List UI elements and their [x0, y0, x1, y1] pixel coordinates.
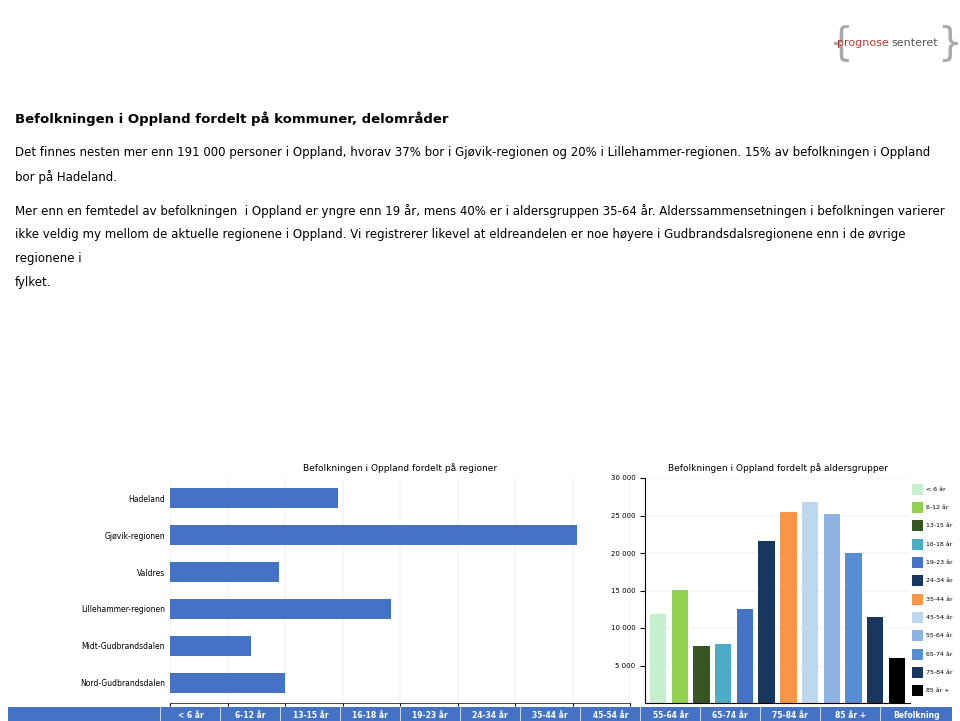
Text: 55-64 år: 55-64 år [653, 711, 688, 720]
Bar [760, 707, 820, 721]
Bar [8, 707, 160, 721]
Text: 24-34 år: 24-34 år [472, 711, 508, 720]
Bar [912, 667, 924, 678]
Text: prognose: prognose [837, 38, 889, 48]
Text: 45-54 år: 45-54 år [592, 711, 628, 720]
Bar [580, 707, 640, 721]
Bar [693, 645, 709, 703]
Bar [400, 707, 461, 721]
Text: 6-12 år: 6-12 år [235, 711, 266, 720]
Bar [341, 707, 400, 721]
Bar [912, 612, 924, 623]
Bar [170, 525, 578, 545]
Text: senteret: senteret [891, 38, 938, 48]
Bar [170, 562, 278, 583]
Bar [736, 609, 753, 703]
Bar [824, 514, 840, 703]
Bar [780, 512, 797, 703]
Bar [880, 707, 952, 721]
Bar [700, 707, 760, 721]
Bar [520, 707, 580, 721]
Text: Befolkning: Befolkning [893, 711, 940, 720]
Text: bor på Hadeland.: bor på Hadeland. [15, 170, 117, 185]
Bar [221, 707, 280, 721]
Bar [758, 541, 775, 703]
Text: 19-23 år: 19-23 år [926, 560, 953, 565]
Text: 65-74 år: 65-74 år [712, 711, 748, 720]
Text: < 6 år: < 6 år [926, 487, 946, 492]
Text: 55-64 år: 55-64 år [926, 633, 952, 638]
Text: 75-84 år: 75-84 år [772, 711, 808, 720]
Bar [912, 575, 924, 586]
Text: }: } [937, 25, 960, 63]
Text: fylket.: fylket. [15, 275, 52, 288]
Bar [846, 552, 862, 703]
Bar [170, 488, 338, 508]
Text: regionene i: regionene i [15, 252, 82, 265]
Bar [867, 616, 883, 703]
Text: 75-84 år: 75-84 år [926, 670, 953, 675]
Text: Befolkningen i Oppland fordelt på kommuner, delområder: Befolkningen i Oppland fordelt på kommun… [15, 111, 448, 125]
Text: Mer enn en femtedel av befolkningen  i Oppland er yngre enn 19 år, mens 40% er i: Mer enn en femtedel av befolkningen i Op… [15, 203, 945, 218]
Text: 16-18 år: 16-18 år [352, 711, 388, 720]
Bar [912, 593, 924, 605]
Text: {: { [828, 25, 852, 63]
Bar [912, 630, 924, 642]
Text: 65-74 år: 65-74 år [926, 652, 953, 657]
Text: 85 år +: 85 år + [926, 689, 949, 694]
Text: Det finnes nesten mer enn 191 000 personer i Oppland, hvorav 37% bor i Gjøvik-re: Det finnes nesten mer enn 191 000 person… [15, 146, 930, 159]
Bar [820, 707, 880, 721]
Bar [170, 673, 285, 693]
Text: 24-34 år: 24-34 år [926, 578, 953, 583]
Text: Befolkningen i Oppland: Befolkningen i Oppland [21, 24, 257, 42]
Text: 35-44 år: 35-44 år [926, 597, 953, 601]
Bar [640, 707, 700, 721]
Bar [715, 645, 732, 703]
Bar [170, 599, 392, 619]
Bar [160, 707, 221, 721]
Bar [912, 484, 924, 495]
Text: 13-15 år: 13-15 år [293, 711, 328, 720]
Text: 85 år +: 85 år + [835, 711, 866, 720]
Bar [461, 707, 520, 721]
Text: ikke veldig my mellom de aktuelle regionene i Oppland. Vi registrerer likevel at: ikke veldig my mellom de aktuelle region… [15, 228, 905, 241]
Text: < 6 år: < 6 år [178, 711, 204, 720]
Title: Befolkningen i Oppland fordelt på aldersgrupper: Befolkningen i Oppland fordelt på alders… [667, 463, 887, 473]
Text: 35-44 år: 35-44 år [533, 711, 568, 720]
Text: 19-23 år: 19-23 år [413, 711, 448, 720]
Bar [912, 539, 924, 549]
Text: (pr. 31-12-2013): (pr. 31-12-2013) [21, 63, 112, 73]
Bar [912, 521, 924, 531]
Text: 45-54 år: 45-54 år [926, 615, 953, 620]
Bar [650, 614, 666, 703]
Title: Befolkningen i Oppland fordelt på regioner: Befolkningen i Oppland fordelt på region… [303, 463, 497, 473]
Text: 6-12 år: 6-12 år [926, 505, 948, 510]
Bar [889, 658, 905, 703]
Bar [912, 502, 924, 513]
Text: 13-15 år: 13-15 år [926, 523, 952, 528]
Bar [912, 649, 924, 660]
Bar [170, 636, 251, 656]
Bar [672, 590, 688, 703]
Bar [912, 686, 924, 696]
Text: 16-18 år: 16-18 år [926, 541, 952, 547]
Bar [280, 707, 341, 721]
Bar [802, 503, 818, 703]
Bar [912, 557, 924, 568]
